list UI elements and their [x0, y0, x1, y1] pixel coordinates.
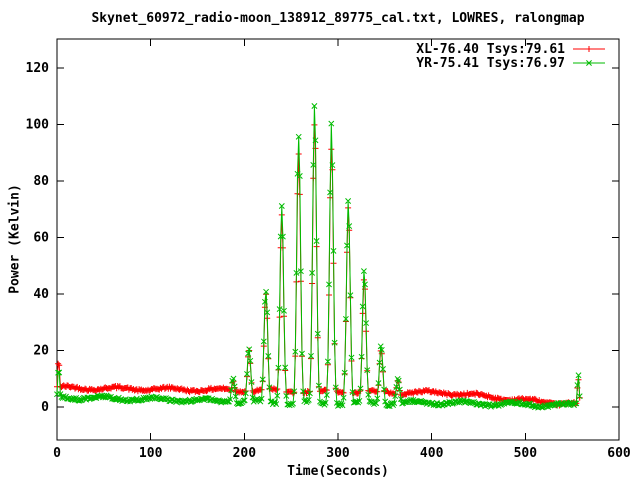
y-tick-label: 80 [33, 174, 49, 189]
y-tick-label: 20 [33, 343, 49, 358]
x-tick-label: 600 [607, 446, 631, 461]
chart-title: Skynet_60972_radio-moon_138912_89775_cal… [91, 11, 585, 26]
y-tick-label: 120 [26, 61, 50, 76]
x-tick-label: 100 [139, 446, 163, 461]
legend-item-yr: YR-75.41 Tsys:76.97 [416, 55, 607, 71]
y-tick-label: 60 [33, 231, 49, 246]
legend-item-xl: XL-76.40 Tsys:79.61 [416, 41, 607, 57]
x-tick-label: 400 [420, 446, 444, 461]
legend-label-xl: XL-76.40 Tsys:79.61 [416, 41, 565, 57]
x-tick-label: 200 [233, 446, 257, 461]
series-line-1 [56, 105, 581, 409]
y-tick-label: 100 [26, 118, 50, 133]
series-markers-1 [54, 103, 583, 411]
x-tick-label: 0 [53, 446, 61, 461]
x-axis-label: Time(Seconds) [287, 464, 389, 479]
legend-label-yr: YR-75.41 Tsys:76.97 [416, 55, 565, 71]
x-tick-label: 300 [326, 446, 350, 461]
y-tick-label: 0 [41, 400, 49, 415]
y-tick-label: 40 [33, 287, 49, 302]
legend: XL-76.40 Tsys:79.61 YR-75.41 Tsys:76.97 [416, 41, 607, 71]
legend-sample-line-plus-icon [573, 46, 605, 52]
legend-sample-line-cross-icon [573, 60, 605, 66]
y-axis-label: Power (Kelvin) [7, 184, 23, 294]
plot-frame [56, 38, 620, 441]
x-tick-label: 500 [514, 446, 538, 461]
